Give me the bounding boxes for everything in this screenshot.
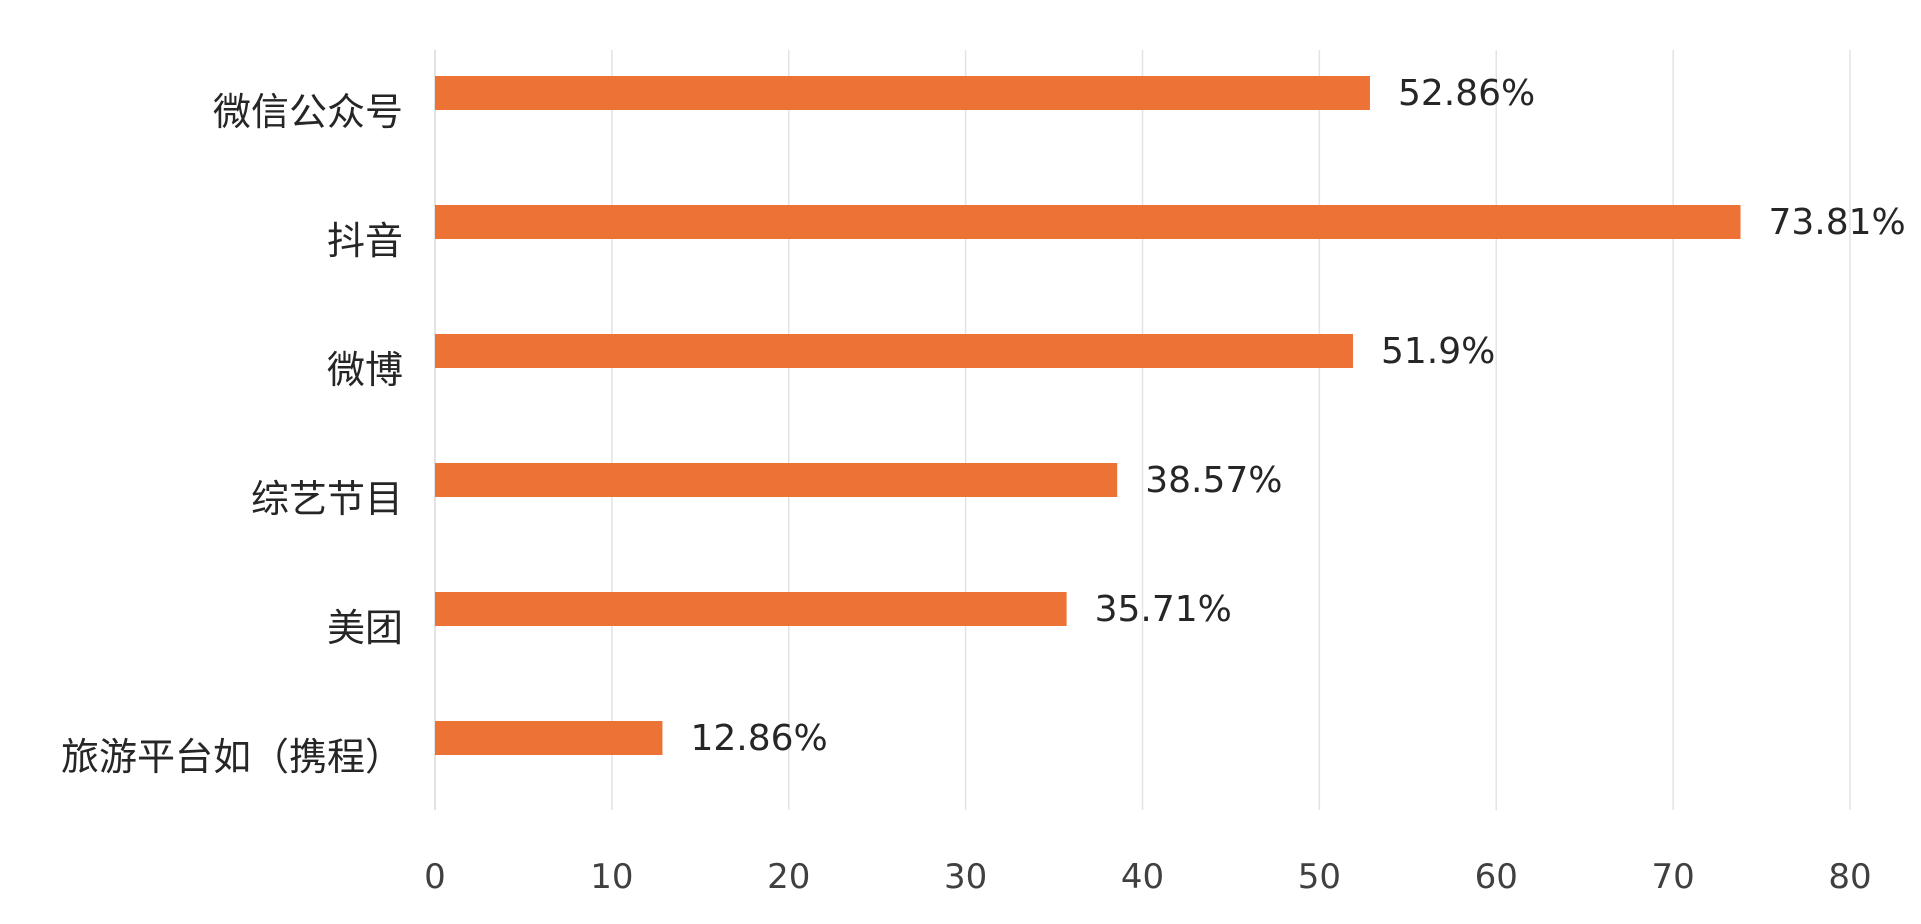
x-tick-label: 60: [1475, 857, 1518, 897]
x-tick-label: 10: [590, 857, 633, 897]
category-label: 旅游平台如（携程）: [61, 735, 403, 779]
data-label: 35.71%: [1095, 589, 1232, 630]
data-label: 38.57%: [1145, 460, 1282, 501]
category-label: 美团: [327, 606, 403, 650]
x-tick-label: 50: [1298, 857, 1341, 897]
category-label: 抖音: [327, 219, 403, 263]
bar-layer: [435, 76, 1741, 755]
label-layer: 0 10 20 30 40 50 60 70 80 微信公众号 52.86% 抖音 73.81% 微博 51…: [61, 73, 1906, 897]
category-label: 微博: [327, 348, 403, 392]
bar: [435, 205, 1741, 239]
category-label: 综艺节目: [251, 477, 403, 521]
bar: [435, 334, 1353, 368]
grid-layer: [434, 50, 1851, 810]
data-label: 51.9%: [1381, 331, 1495, 372]
bar: [435, 592, 1067, 626]
bar: [435, 76, 1370, 110]
x-tick-label: 80: [1828, 857, 1871, 897]
data-label: 73.81%: [1769, 202, 1906, 243]
category-label: 微信公众号: [213, 90, 403, 134]
x-tick-label: 0: [424, 857, 446, 897]
bar: [435, 463, 1118, 497]
x-tick-label: 20: [767, 857, 810, 897]
data-label: 12.86%: [690, 718, 827, 759]
data-label: 52.86%: [1398, 73, 1535, 114]
x-tick-label: 70: [1651, 857, 1694, 897]
x-tick-label: 30: [944, 857, 987, 897]
x-tick-label: 40: [1121, 857, 1164, 897]
bar: [435, 721, 663, 755]
